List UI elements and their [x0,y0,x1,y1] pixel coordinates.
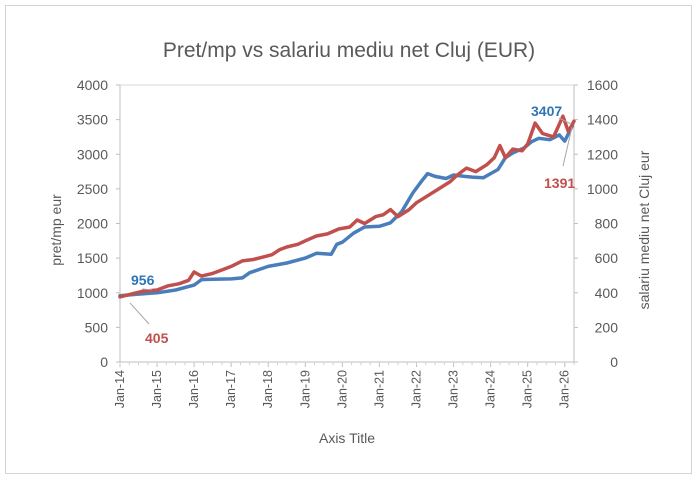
x-tick-label: Jan-23 [447,370,461,408]
x-axis-title: Axis Title [319,430,375,446]
y-tick-label: 3000 [77,146,108,162]
y-tick-label: 2000 [77,216,108,232]
x-tick-label: Jan-24 [484,370,498,408]
y-tick-label: 4000 [77,77,108,93]
plot-area: 0 500 1000 1500 2000 2500 3000 3500 4000 0 200 400 6… [77,77,618,408]
y2-tick-label: 0 [610,354,618,370]
x-tick-label: Jan-25 [521,370,535,408]
salary-end-leader [562,127,573,167]
salary-series-line [118,114,576,299]
y-tick-label: 1500 [77,250,108,266]
x-tick-label: Jan-16 [187,370,201,408]
y2-tick-label: 600 [595,250,619,266]
y-tick-label: 2500 [77,181,108,197]
x-tick-label: Jan-20 [335,370,349,408]
price-end-leader [558,117,572,125]
y-tick-label: 3500 [77,112,108,128]
y2-axis-title: salariu mediu net Cluj eur [636,150,652,309]
price-series-line [118,124,574,298]
chart-title: Pret/mp vs salariu mediu net Cluj (EUR) [163,39,535,62]
y-tick-label: 500 [85,319,109,335]
y-axis-title: pret/mp eur [48,194,64,266]
y2-tick-label: 200 [595,319,619,335]
x-tick-label: Jan-26 [558,370,572,408]
salary-start-label: 405 [145,330,169,346]
y2-tick-label: 1600 [587,77,618,93]
y2-tick-label: 400 [595,285,619,301]
price-start-leader [141,288,153,291]
price-start-label: 956 [131,272,155,288]
chart-frame: Pret/mp vs salariu mediu net Cluj (EUR) … [5,5,692,474]
plot-border [119,84,575,363]
y2-tick-label: 1400 [587,112,618,128]
y2-tick-label: 1200 [587,146,618,162]
salary-start-leader [129,302,150,325]
salary-end-label: 1391 [544,175,575,191]
x-tick-label: Jan-22 [409,370,423,408]
x-tick-label: Jan-14 [113,370,127,408]
y2-tick-label: 1000 [587,181,618,197]
x-tick-label: Jan-21 [372,370,386,408]
x-tick-label: Jan-19 [298,370,312,408]
chart-svg: Pret/mp vs salariu mediu net Cluj (EUR) … [48,39,652,446]
y-tick-label: 1000 [77,285,108,301]
y-tick-label: 0 [100,354,108,370]
x-tick-label: Jan-17 [224,370,238,408]
y2-tick-label: 800 [595,216,619,232]
x-tick-label: Jan-18 [261,370,275,408]
price-end-label: 3407 [531,103,562,119]
x-tick-label: Jan-15 [150,370,164,408]
